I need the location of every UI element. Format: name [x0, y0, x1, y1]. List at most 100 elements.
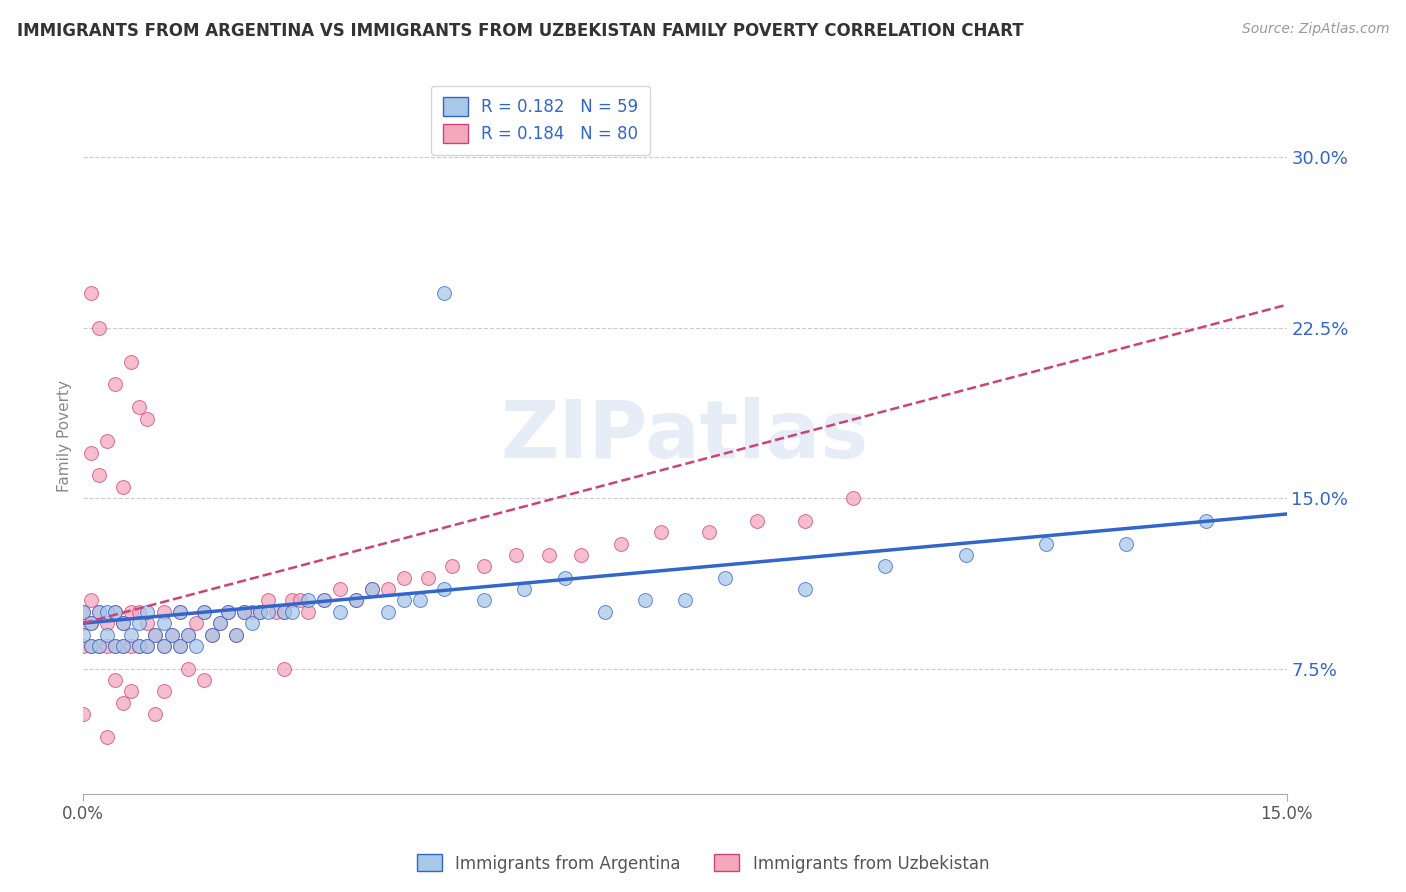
Point — [112, 616, 135, 631]
Point — [104, 605, 127, 619]
Legend: R = 0.182   N = 59, R = 0.184   N = 80: R = 0.182 N = 59, R = 0.184 N = 80 — [432, 86, 650, 155]
Point — [80, 445, 103, 459]
Point — [72, 707, 94, 722]
Point — [89, 605, 111, 619]
Point — [474, 559, 496, 574]
Point — [201, 627, 224, 641]
Point — [281, 593, 304, 607]
Point — [232, 605, 254, 619]
Point — [72, 605, 94, 619]
Point — [1115, 536, 1137, 550]
Point — [714, 571, 737, 585]
Point — [344, 593, 367, 607]
Point — [361, 582, 384, 596]
Point — [240, 616, 263, 631]
Point — [312, 593, 335, 607]
Point — [208, 616, 231, 631]
Point — [593, 605, 616, 619]
Point — [433, 582, 456, 596]
Point — [297, 605, 319, 619]
Point — [273, 605, 295, 619]
Point — [697, 525, 720, 540]
Point — [169, 639, 191, 653]
Point — [673, 593, 696, 607]
Point — [120, 605, 142, 619]
Point — [96, 605, 118, 619]
Point — [128, 605, 150, 619]
Point — [169, 639, 191, 653]
Point — [112, 639, 135, 653]
Point — [89, 639, 111, 653]
Point — [80, 593, 103, 607]
Point — [256, 605, 278, 619]
Text: ZIPatlas: ZIPatlas — [501, 397, 869, 475]
Point — [72, 627, 94, 641]
Point — [288, 593, 311, 607]
Point — [128, 639, 150, 653]
Point — [112, 616, 135, 631]
Point — [377, 582, 399, 596]
Point — [794, 582, 817, 596]
Point — [418, 571, 440, 585]
Point — [225, 627, 247, 641]
Point — [240, 605, 263, 619]
Point — [392, 571, 415, 585]
Point — [176, 627, 198, 641]
Point — [152, 616, 174, 631]
Legend: Immigrants from Argentina, Immigrants from Uzbekistan: Immigrants from Argentina, Immigrants fr… — [411, 847, 995, 880]
Point — [96, 639, 118, 653]
Point — [409, 593, 432, 607]
Point — [217, 605, 239, 619]
Point — [264, 605, 287, 619]
Point — [249, 605, 271, 619]
Point — [120, 627, 142, 641]
Point — [128, 400, 150, 414]
Point — [474, 593, 496, 607]
Point — [160, 627, 183, 641]
Point — [312, 593, 335, 607]
Point — [80, 639, 103, 653]
Point — [72, 605, 94, 619]
Point — [208, 616, 231, 631]
Point — [104, 377, 127, 392]
Point — [537, 548, 560, 562]
Point — [152, 684, 174, 698]
Point — [96, 616, 118, 631]
Point — [650, 525, 672, 540]
Point — [794, 514, 817, 528]
Point — [72, 616, 94, 631]
Point — [120, 354, 142, 368]
Point — [104, 639, 127, 653]
Point — [169, 605, 191, 619]
Point — [569, 548, 592, 562]
Point — [297, 593, 319, 607]
Point — [112, 639, 135, 653]
Point — [104, 639, 127, 653]
Point — [80, 639, 103, 653]
Point — [249, 605, 271, 619]
Point — [329, 582, 352, 596]
Point — [875, 559, 897, 574]
Point — [955, 548, 977, 562]
Point — [96, 730, 118, 744]
Point — [128, 616, 150, 631]
Point — [80, 286, 103, 301]
Point — [145, 627, 167, 641]
Point — [72, 639, 94, 653]
Point — [136, 616, 159, 631]
Point — [152, 639, 174, 653]
Point — [176, 662, 198, 676]
Point — [281, 605, 304, 619]
Point — [273, 662, 295, 676]
Point — [136, 639, 159, 653]
Point — [1195, 514, 1218, 528]
Point — [136, 639, 159, 653]
Point — [193, 673, 215, 687]
Point — [361, 582, 384, 596]
Point — [89, 468, 111, 483]
Point — [610, 536, 633, 550]
Point — [152, 605, 174, 619]
Point — [842, 491, 865, 505]
Point — [184, 639, 207, 653]
Point — [176, 627, 198, 641]
